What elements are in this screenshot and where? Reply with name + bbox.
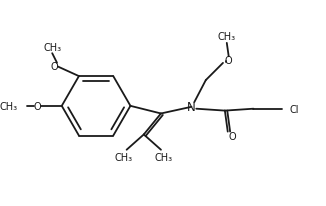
Text: O: O: [33, 101, 41, 111]
Text: Cl: Cl: [290, 104, 299, 114]
Text: O: O: [225, 56, 232, 66]
Text: CH₃: CH₃: [0, 101, 18, 111]
Text: CH₃: CH₃: [155, 153, 173, 163]
Text: N: N: [187, 101, 196, 114]
Text: CH₃: CH₃: [218, 32, 236, 42]
Text: O: O: [229, 132, 236, 142]
Text: CH₃: CH₃: [115, 153, 133, 163]
Text: CH₃: CH₃: [43, 42, 61, 52]
Text: O: O: [50, 61, 58, 71]
